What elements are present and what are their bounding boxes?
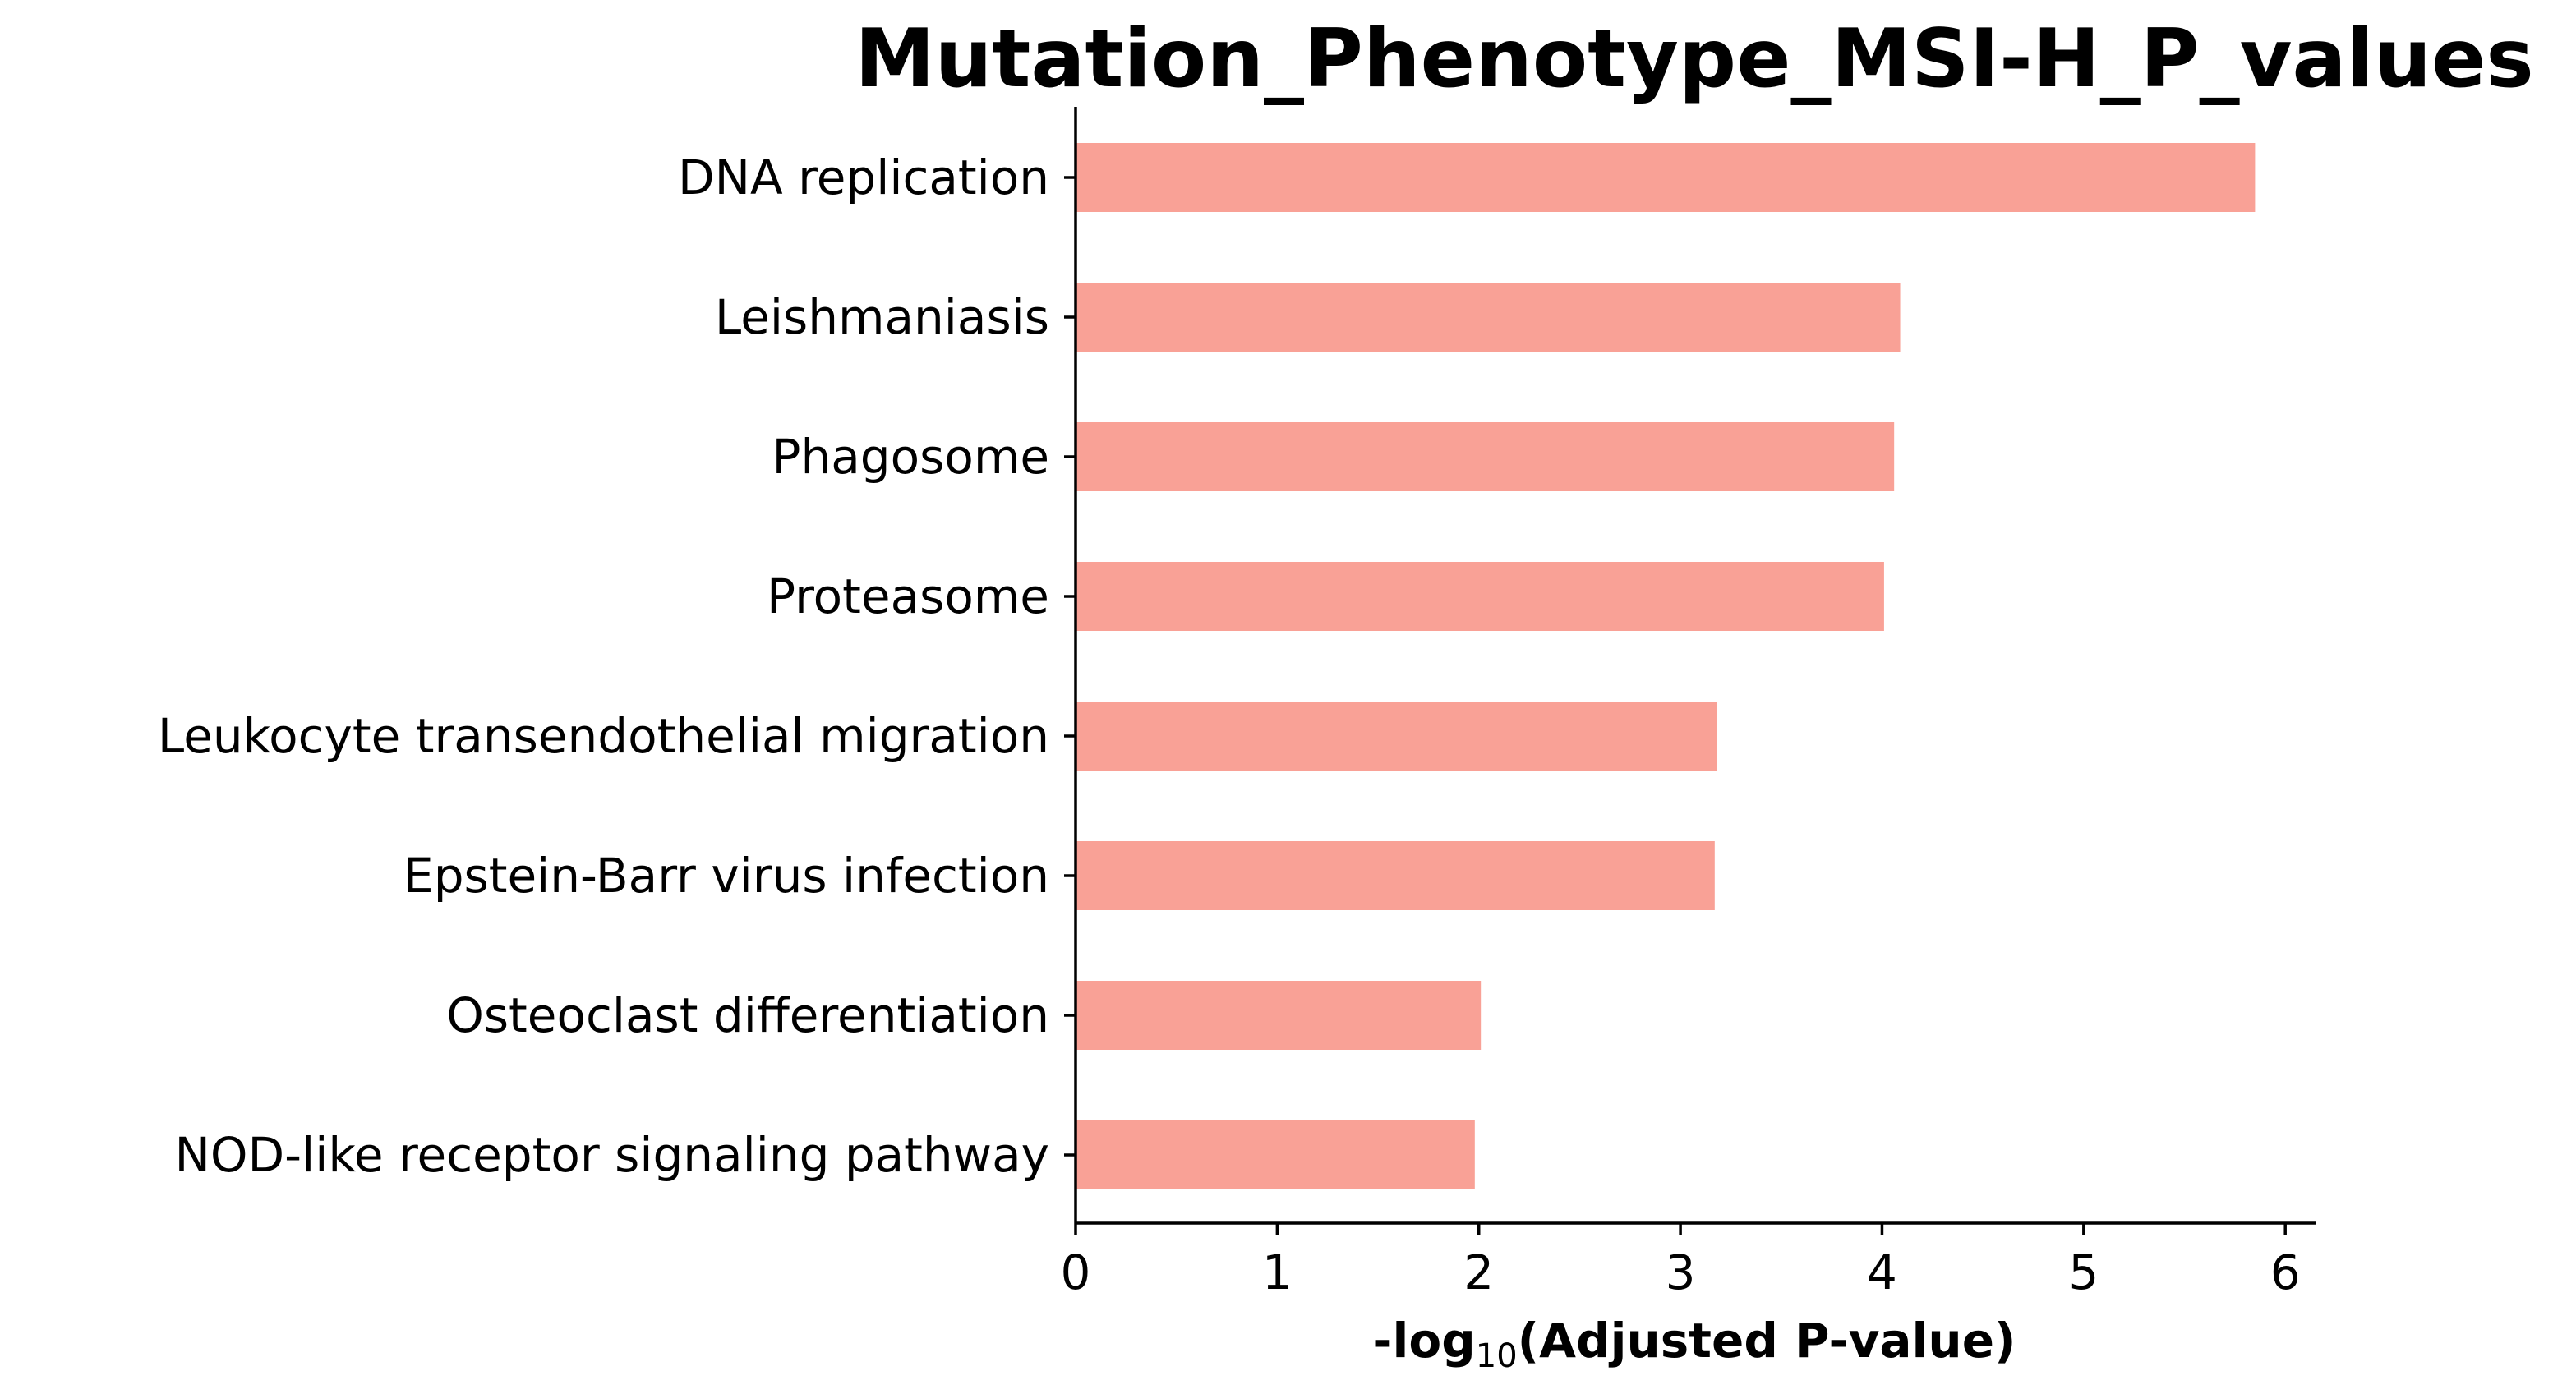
x-axis-label-subscript: 10 [1476,1337,1518,1375]
bar [1076,841,1715,910]
bar [1076,981,1482,1050]
y-tick-label: Epstein-Barr virus infection [403,848,1049,904]
x-tick-label: 2 [1463,1244,1494,1300]
bar [1076,422,1895,491]
x-tick-label: 5 [2068,1244,2099,1300]
chart-title: Mutation_Phenotype_MSI-H_P_values [855,12,2534,106]
y-tick-label: Proteasome [767,568,1049,624]
y-tick-label: Leishmaniasis [715,289,1049,345]
y-tick-label: Phagosome [772,429,1049,485]
y-tick-label: Osteoclast differentiation [446,987,1049,1043]
x-tick-label: 3 [1666,1244,1696,1300]
x-ticks: 0 1 2 3 4 5 6 [1061,1223,2301,1300]
bar [1076,1120,1475,1189]
bar [1076,143,2256,212]
y-tick-labels: DNA replication Leishmaniasis Phagosome Pro… [158,150,1076,1183]
y-tick-label: DNA replication [678,150,1049,205]
bar [1076,562,1884,631]
bar [1076,702,1717,771]
x-tick-label: 4 [1867,1244,1897,1300]
bar [1076,283,1901,352]
bars [1076,143,2256,1189]
x-axis-label-suffix: (Adjusted P-value) [1518,1313,2016,1369]
x-axis-label-prefix: -log [1372,1313,1475,1369]
x-tick-label: 6 [2270,1244,2301,1300]
y-tick-label: Leukocyte transendothelial migration [158,708,1049,764]
x-tick-label: 1 [1262,1244,1293,1300]
x-tick-label: 0 [1061,1244,1091,1300]
y-tick-label: NOD-like receptor signaling pathway [174,1127,1049,1183]
x-axis-label: -log10(Adjusted P-value) [1372,1313,2016,1375]
